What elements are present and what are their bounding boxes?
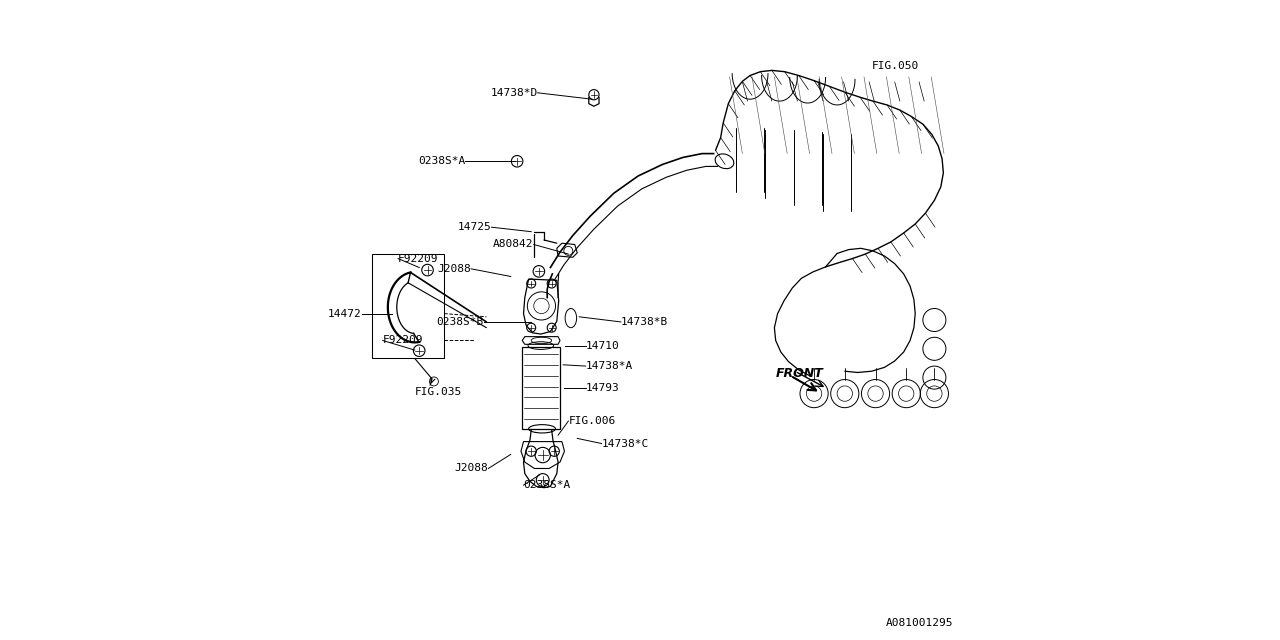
Text: 14472: 14472 — [328, 308, 362, 319]
Text: 0238S*A: 0238S*A — [524, 480, 571, 490]
Text: FRONT: FRONT — [776, 367, 823, 380]
Text: 0238S*A: 0238S*A — [419, 156, 466, 166]
Text: FIG.050: FIG.050 — [872, 61, 919, 71]
Text: 14738*B: 14738*B — [621, 317, 668, 327]
Text: 14738*C: 14738*C — [602, 438, 649, 449]
Text: 14725: 14725 — [458, 222, 492, 232]
Text: F92209: F92209 — [398, 253, 439, 264]
Text: 14710: 14710 — [585, 340, 620, 351]
Text: 14793: 14793 — [585, 383, 620, 394]
Text: 0238S*B: 0238S*B — [436, 317, 484, 327]
Text: A081001295: A081001295 — [886, 618, 954, 628]
Text: 14738*D: 14738*D — [490, 88, 538, 98]
Text: FIG.035: FIG.035 — [415, 387, 462, 397]
Text: A80842: A80842 — [493, 239, 534, 250]
Text: F92209: F92209 — [383, 335, 424, 346]
Text: J2088: J2088 — [438, 264, 471, 274]
Text: J2088: J2088 — [454, 463, 489, 474]
Text: 14738*A: 14738*A — [585, 361, 632, 371]
Text: FIG.006: FIG.006 — [568, 416, 616, 426]
